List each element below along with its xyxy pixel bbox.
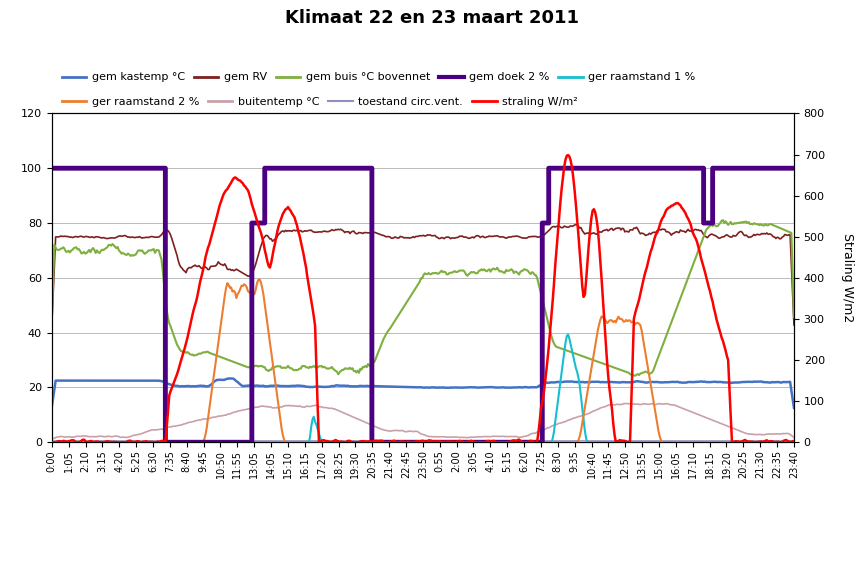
Y-axis label: Straling W/m2: Straling W/m2 (841, 233, 854, 323)
Legend: ger raamstand 2 %, buitentemp °C, toestand circ.vent., straling W/m²: ger raamstand 2 %, buitentemp °C, toesta… (57, 92, 583, 112)
Text: Klimaat 22 en 23 maart 2011: Klimaat 22 en 23 maart 2011 (285, 9, 578, 27)
